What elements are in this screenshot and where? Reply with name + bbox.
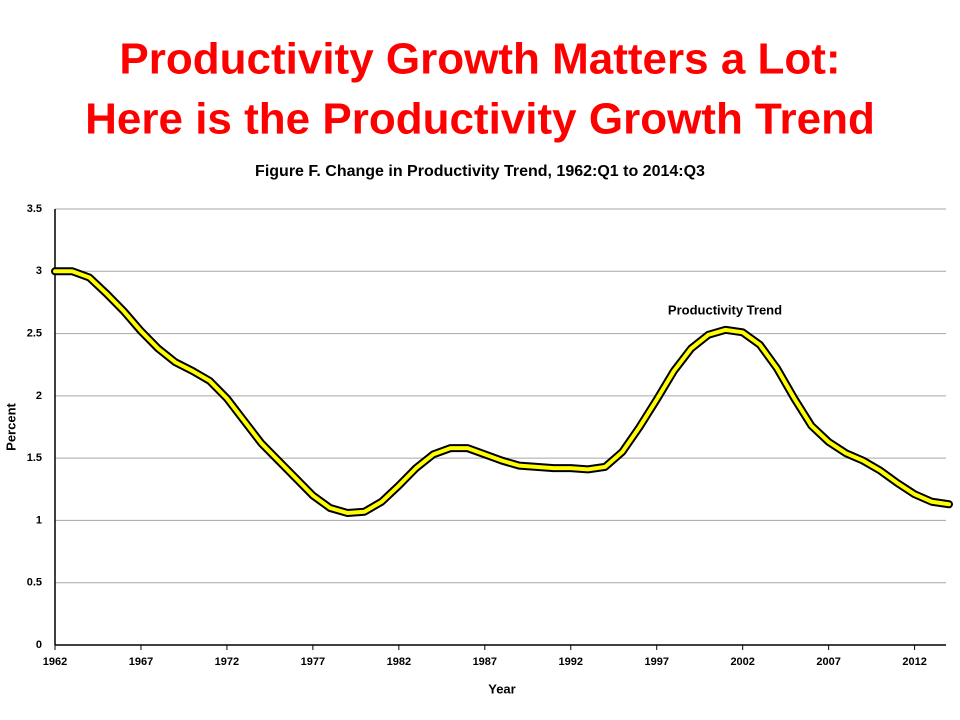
y-axis-label: Percent xyxy=(3,402,18,450)
x-tick-label: 1977 xyxy=(301,656,325,668)
y-tick-label: 2.5 xyxy=(27,327,42,339)
slide-title: Here is the Productivity Growth Trend xyxy=(85,95,875,144)
y-tick-label: 3 xyxy=(36,265,42,277)
x-tick-label: 1982 xyxy=(387,656,411,668)
x-axis-label: Year xyxy=(488,681,515,696)
series-label: Productivity Trend xyxy=(668,302,782,317)
y-tick-label: 3.5 xyxy=(27,203,42,215)
y-tick-label: 0.5 xyxy=(27,577,42,589)
x-tick-label: 2002 xyxy=(730,656,754,668)
x-tick-label: 2012 xyxy=(902,656,926,668)
y-tick-label: 1 xyxy=(36,514,42,526)
x-tick-label: 1967 xyxy=(129,656,153,668)
chart-title: Figure F. Change in Productivity Trend, … xyxy=(255,163,705,180)
y-tick-label: 0 xyxy=(36,639,42,651)
line xyxy=(53,269,951,515)
x-tick-label: 1962 xyxy=(43,656,67,668)
x-tick-label: 1997 xyxy=(644,656,668,668)
x-tick-label: 1992 xyxy=(559,656,583,668)
x-tick-label: 2007 xyxy=(816,656,840,668)
x-tick-label: 1972 xyxy=(215,656,239,668)
y-tick-label: 1.5 xyxy=(27,452,42,464)
x-tick-label: 1987 xyxy=(473,656,497,668)
slide-title: Productivity Growth Matters a Lot: xyxy=(119,35,840,84)
y-tick-label: 2 xyxy=(36,390,42,402)
line-outline xyxy=(51,267,953,517)
